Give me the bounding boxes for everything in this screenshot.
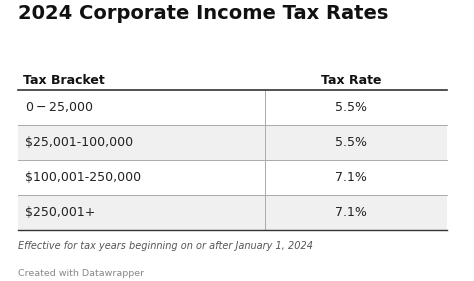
Bar: [18, 195, 447, 230]
Text: $0-$25,000: $0-$25,000: [25, 100, 93, 114]
Bar: [18, 125, 447, 160]
Text: $100,001-250,000: $100,001-250,000: [25, 171, 141, 184]
Text: $25,001-100,000: $25,001-100,000: [25, 136, 133, 149]
Text: 7.1%: 7.1%: [336, 206, 367, 219]
Text: 5.5%: 5.5%: [335, 101, 367, 114]
Bar: [18, 90, 447, 125]
Text: $250,001+: $250,001+: [25, 206, 95, 219]
Text: Tax Rate: Tax Rate: [321, 74, 382, 87]
Bar: [18, 160, 447, 195]
Text: Effective for tax years beginning on or after January 1, 2024: Effective for tax years beginning on or …: [18, 241, 313, 251]
Text: Created with Datawrapper: Created with Datawrapper: [18, 269, 145, 278]
Text: 7.1%: 7.1%: [336, 171, 367, 184]
Text: 2024 Corporate Income Tax Rates: 2024 Corporate Income Tax Rates: [18, 4, 389, 23]
Text: Tax Bracket: Tax Bracket: [23, 74, 105, 87]
Text: 5.5%: 5.5%: [335, 136, 367, 149]
